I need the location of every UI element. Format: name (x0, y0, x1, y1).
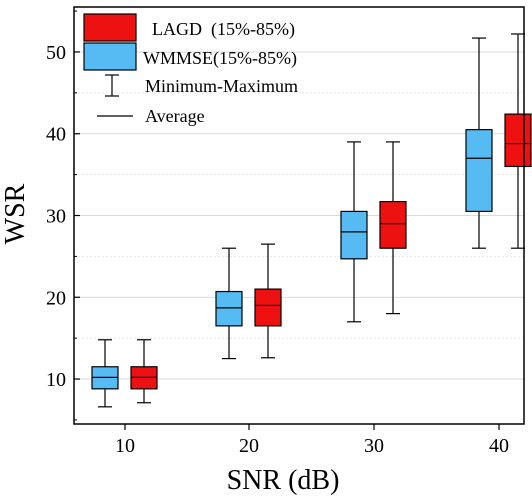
box-body (340, 210, 368, 260)
box-lagd-10 (130, 339, 158, 404)
box-body (465, 129, 493, 213)
legend-wmmse-label: WMMSE(15%-85%) (143, 48, 297, 69)
box-series (91, 33, 532, 408)
legend-lagd-label: LAGD (15%-85%) (152, 19, 295, 40)
box-lagd-30 (379, 141, 407, 315)
box-lagd-40 (504, 33, 532, 249)
box-body (254, 288, 282, 327)
x-tick-label: 30 (364, 435, 384, 457)
box-body (379, 201, 407, 249)
x-tick-label: 40 (489, 435, 509, 457)
box-wmmse-10 (91, 339, 119, 408)
axis-ticks: 10 20 30 40 50 10 20 30 40 (46, 10, 509, 457)
y-tick-label: 50 (46, 42, 66, 64)
x-tick-label: 20 (239, 435, 259, 457)
y-tick-label: 20 (46, 287, 66, 309)
x-axis-label: SNR (dB) (227, 465, 340, 496)
legend-wmmse-swatch (83, 42, 137, 71)
box-lagd-20 (254, 243, 282, 359)
box-wmmse-30 (340, 141, 368, 323)
y-tick-label: 30 (46, 206, 66, 228)
legend-average-label: Average (145, 106, 205, 126)
legend-lagd-swatch (83, 13, 137, 42)
box-body (504, 113, 532, 168)
box-wmmse-20 (215, 247, 243, 360)
legend-minmax-icon (105, 74, 119, 97)
y-tick-label: 10 (46, 369, 66, 391)
y-axis-label: WSR (0, 183, 31, 244)
y-tick-label: 40 (46, 124, 66, 146)
box-body (215, 290, 243, 327)
x-tick-label: 10 (115, 435, 135, 457)
legend-minmax-label: Minimum-Maximum (145, 76, 298, 96)
legend: LAGD (15%-85%) WMMSE(15%-85%) Minimum-Ma… (83, 13, 298, 126)
grid-lines (74, 51, 524, 380)
box-wmmse-40 (465, 37, 493, 249)
